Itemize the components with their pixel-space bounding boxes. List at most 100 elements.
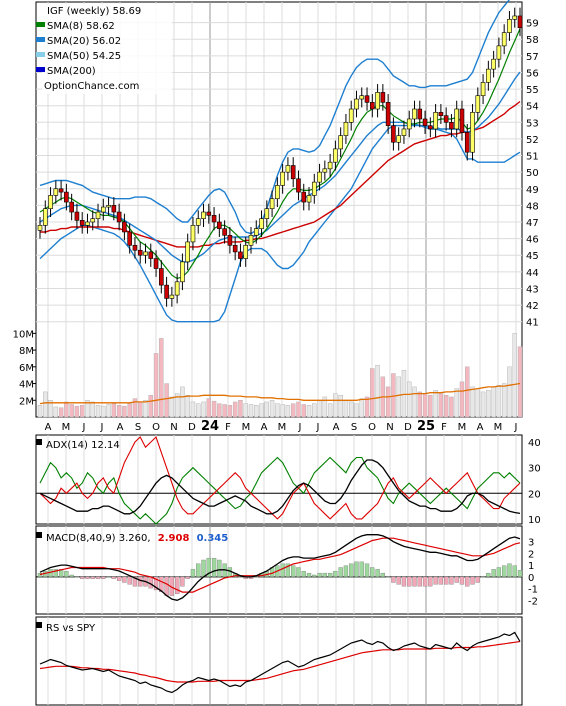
bollinger-lower-line	[39, 124, 521, 323]
macd-histogram-bar	[417, 576, 422, 587]
price-candle	[143, 251, 148, 256]
volume-bar	[480, 391, 486, 418]
macd-histogram-bar	[185, 576, 190, 579]
volume-bar	[459, 381, 465, 418]
volume-bar	[290, 403, 296, 418]
price-candle	[354, 98, 359, 110]
price-candle	[301, 191, 307, 203]
macd-histogram-bar	[306, 572, 312, 578]
price-candle	[264, 208, 270, 219]
macd-histogram-bar	[333, 571, 338, 578]
price-tick-label: 51	[526, 152, 539, 163]
macd-histogram-bar	[470, 576, 475, 585]
x-tick-label: S	[351, 422, 357, 433]
volume-bar	[359, 398, 364, 418]
price-candle	[470, 112, 475, 153]
adx-tick-label: 10	[528, 515, 541, 526]
macd-histogram-bar	[354, 561, 359, 578]
price-candle	[248, 234, 254, 246]
price-candle	[227, 234, 233, 246]
price-candle	[296, 178, 301, 193]
x-tick-label: M	[278, 422, 287, 433]
price-tick-label: 46	[526, 235, 539, 246]
volume-bar	[486, 390, 491, 418]
legend-sma20: SMA(20) 56.02	[47, 36, 121, 47]
legend-sma200: SMA(200)	[47, 66, 96, 77]
price-candle	[380, 92, 386, 103]
macd-histogram-bar	[486, 572, 491, 578]
price-candle	[275, 185, 280, 200]
price-candle	[396, 135, 401, 143]
price-candle	[348, 108, 354, 123]
volume-bar	[79, 405, 85, 418]
price-candle	[486, 68, 491, 83]
price-candle	[64, 191, 69, 203]
macd-histogram-bar	[211, 557, 217, 578]
price-candle	[406, 118, 412, 130]
price-tick-label: 49	[526, 185, 539, 196]
volume-bar	[475, 388, 481, 418]
volume-bar	[322, 396, 328, 418]
price-candle	[48, 195, 53, 210]
macd-histogram-bar	[48, 569, 53, 578]
price-candle	[69, 201, 74, 213]
macd-tick-label: 0	[528, 573, 534, 584]
price-candle	[174, 281, 180, 296]
volume-bar	[90, 401, 95, 418]
price-candle	[496, 45, 502, 60]
price-candle	[412, 108, 417, 120]
price-candle	[269, 198, 275, 210]
volume-bar	[74, 405, 80, 418]
price-tick-label: 59	[526, 19, 539, 30]
volume-bar	[296, 401, 301, 418]
rs-line	[39, 631, 521, 694]
volume-bar	[428, 395, 433, 418]
volume-bar	[190, 401, 196, 418]
price-candle	[42, 208, 48, 226]
volume-bar	[370, 368, 375, 418]
volume-bar	[275, 403, 280, 418]
macd-histogram-bar	[317, 572, 322, 578]
price-candle	[475, 95, 481, 113]
x-tick-label: A	[45, 422, 52, 433]
adx-legend: ADX(14) 12.14	[36, 439, 120, 451]
macd-histogram-bar	[122, 576, 127, 583]
x-tick-label: 24	[201, 419, 219, 434]
volume-bar	[227, 405, 233, 418]
volume-bar	[364, 396, 370, 418]
price-candle	[364, 95, 370, 103]
volume-bar	[106, 404, 111, 418]
volume-tick-label: 8M	[19, 346, 34, 357]
macd-histogram-bar	[422, 576, 428, 587]
volume-bar	[496, 385, 502, 418]
rs-average-line	[39, 640, 521, 683]
volume-bar	[138, 401, 143, 418]
macd-histogram-bar	[359, 561, 364, 578]
price-candle	[79, 220, 85, 226]
macd-histogram-bar	[111, 576, 116, 579]
macd-histogram-bar	[401, 576, 407, 587]
macd-histogram-bar	[428, 576, 433, 587]
volume-bar	[238, 400, 243, 418]
volume-bar	[153, 353, 159, 418]
price-tick-label: 42	[526, 301, 539, 312]
macd-histogram-bar	[449, 576, 454, 585]
volume-bar	[211, 400, 217, 418]
volume-bar	[401, 369, 407, 418]
volume-bar	[501, 383, 507, 418]
volume-bar	[312, 403, 317, 418]
price-tick-label: 45	[526, 251, 539, 262]
volume-bar	[375, 364, 380, 418]
volume-bar	[132, 398, 138, 418]
price-candle	[238, 251, 243, 259]
volume-bar	[143, 400, 148, 418]
x-tick-label: F	[441, 422, 447, 433]
adx-legend-text: ADX(14) 12.14	[46, 440, 120, 451]
price-tick-label: 57	[526, 52, 539, 63]
volume-tick-label: 2M	[19, 396, 34, 407]
price-candle	[401, 128, 407, 136]
price-tick-label: 54	[526, 102, 539, 113]
macd-histogram-bar	[196, 563, 201, 578]
macd-signal-line	[39, 537, 521, 593]
price-candle	[58, 188, 64, 193]
